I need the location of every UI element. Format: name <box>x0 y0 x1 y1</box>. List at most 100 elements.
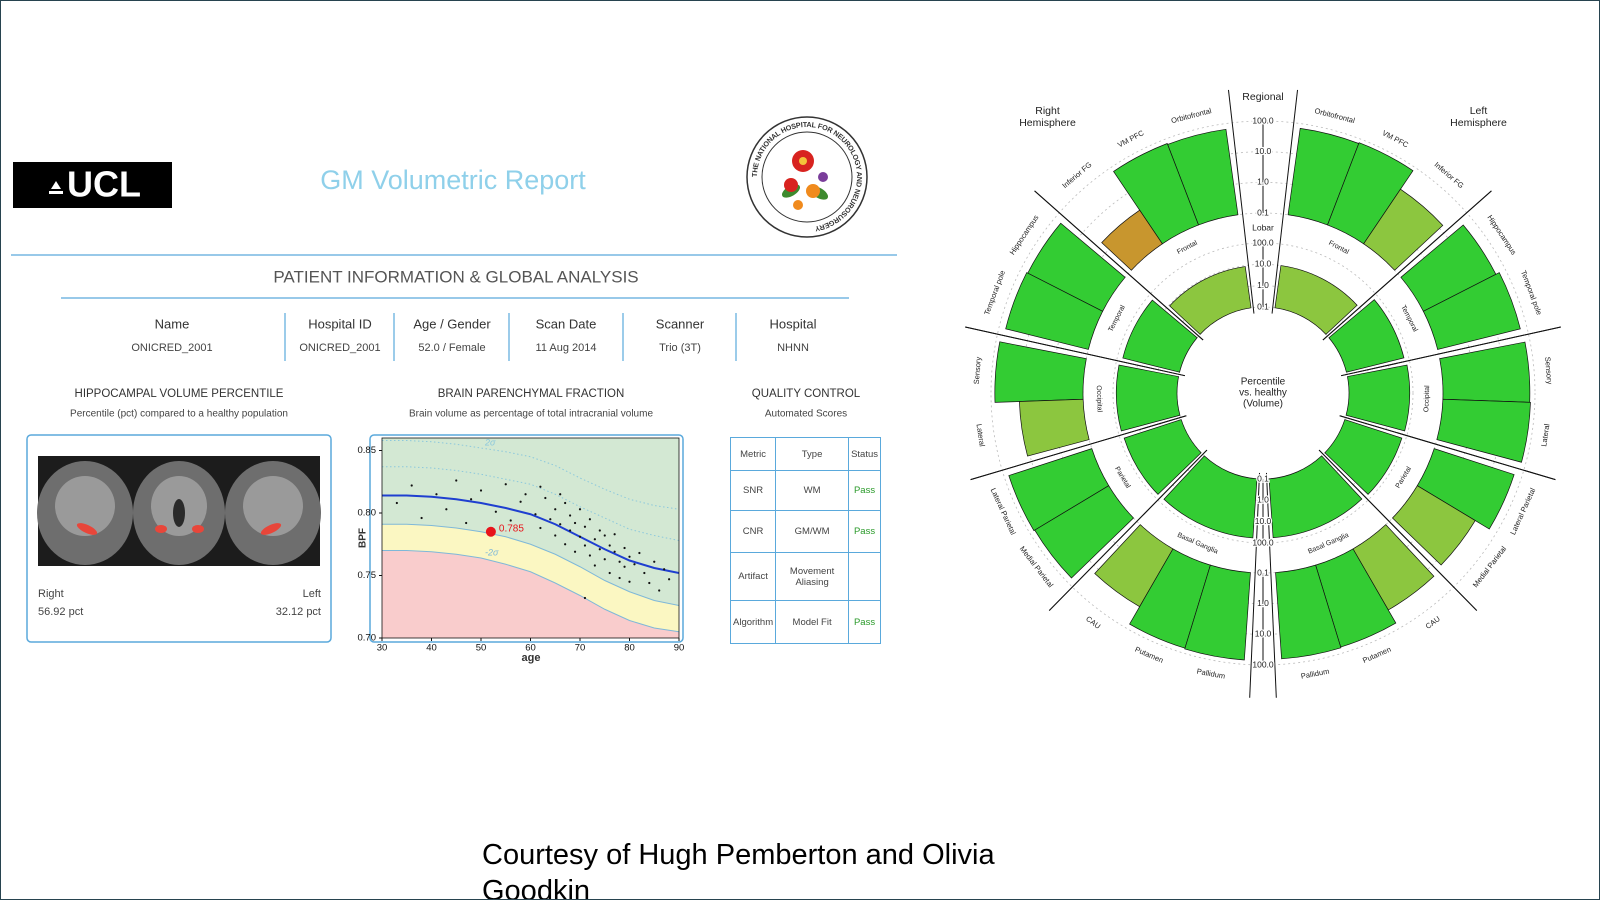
patient-field-value: ONICRED_2001 <box>131 342 212 354</box>
scatter-point <box>623 565 626 568</box>
radial-tick-label: 100.0 <box>1252 537 1274 547</box>
plot-layer: -2σ 2σ <box>382 438 679 638</box>
region-bar <box>1436 398 1531 463</box>
scatter-point <box>578 535 582 538</box>
scatter-point <box>564 501 567 505</box>
region-label: Putamen <box>1134 645 1165 665</box>
region-label: Lateral Parietal <box>1508 486 1537 536</box>
qc-metric: CNR <box>729 510 777 553</box>
lobe-bar <box>1345 364 1411 432</box>
section-title: PATIENT INFORMATION & GLOBAL ANALYSIS <box>273 267 638 286</box>
qc-row: CNR GM/WM Pass <box>729 510 881 553</box>
band-label: -2σ <box>485 547 499 557</box>
region-bar <box>1027 222 1126 312</box>
region-label: Inferior FG <box>1433 160 1466 190</box>
region-bar <box>1034 485 1135 579</box>
radial-tick-label: 100.0 <box>1252 115 1274 125</box>
lobe-label: Occipital <box>1095 385 1103 413</box>
qc-table: Metric Type Status SNR WM Pass CNR GM/WM Pass Art… <box>729 437 881 644</box>
scatter-point <box>544 496 547 500</box>
scatter-point <box>643 571 646 575</box>
logo-block <box>13 162 172 208</box>
lobe-divider <box>1271 89 1299 314</box>
x-tick-label: 70 <box>575 643 586 654</box>
qc-metric: Artifact <box>729 552 777 601</box>
hemisphere-label: Left <box>1470 105 1488 117</box>
x-axis-label: age <box>522 652 541 664</box>
qc-metric: Algorithm <box>729 600 777 644</box>
qc-header-row: Metric Type Status <box>729 437 881 471</box>
panel-subtitle: Percentile (pct) compared to a healthy p… <box>70 409 288 420</box>
region-bar <box>1008 448 1110 532</box>
scatter-point <box>569 514 572 517</box>
lobar-title: Lobar <box>1252 222 1274 232</box>
region-label: Orbitofrontal <box>1170 106 1213 125</box>
seal-flowers <box>781 150 829 210</box>
y-tick-label: 0.75 <box>358 570 377 581</box>
scatter-point <box>445 508 448 511</box>
qc-type: WM <box>775 470 850 511</box>
region-label: Putamen <box>1361 645 1392 665</box>
region-bar <box>1101 209 1163 271</box>
lobe-label: Parietal <box>1113 466 1131 490</box>
center-label: vs. healthy <box>1239 388 1287 399</box>
scatter-point <box>519 500 522 503</box>
patient-field-label: Name <box>155 316 190 331</box>
qc-type: GM/WM <box>775 510 850 553</box>
report-title: GM Volumetric Report <box>320 165 586 195</box>
panel-subtitle: Automated Scores <box>765 409 847 420</box>
scatter-point <box>395 501 398 505</box>
scatter-point <box>608 571 611 575</box>
qc-status: Pass <box>848 470 881 511</box>
scatter-point <box>638 551 641 555</box>
lobe-divider <box>1249 472 1261 698</box>
scatter-point <box>539 526 542 530</box>
scatter-point <box>653 560 656 563</box>
scatter-point <box>608 544 611 547</box>
qc-row: SNR WM Pass <box>729 470 881 511</box>
scatter-point <box>593 564 596 567</box>
scatter-point <box>420 516 423 520</box>
scatter-point <box>554 508 557 511</box>
scatter-point <box>588 554 592 557</box>
center-label: (Volume) <box>1243 399 1283 410</box>
lobe-divider <box>1265 472 1277 698</box>
logo-text: UCL <box>67 164 141 205</box>
region-label: Sensory <box>972 356 983 384</box>
lobe-divider <box>1339 415 1556 481</box>
panel-subtitle: Brain volume as percentage of total intr… <box>409 409 653 420</box>
footer-credit: Courtesy of Hugh Pemberton and Olivia Go… <box>482 839 995 900</box>
lobe-divider <box>1227 89 1255 314</box>
x-tick-label: 80 <box>624 643 635 654</box>
qc-row: Artifact Movement Aliasing <box>729 552 881 601</box>
region-bar <box>1094 524 1174 608</box>
regional-title: Regional <box>1242 91 1283 103</box>
radial-tick-label: 1.0 <box>1257 177 1269 187</box>
lobe-label: Frontal <box>1327 240 1350 256</box>
qc-header: Type <box>775 437 850 471</box>
patient-value-label: 0.785 <box>499 523 524 534</box>
region-bar <box>1167 128 1239 226</box>
region-label: Pallidum <box>1300 667 1330 681</box>
scatter-point <box>598 529 601 532</box>
scatter-point <box>479 489 483 492</box>
patient-point <box>485 526 496 537</box>
scatter-point <box>628 555 631 558</box>
scatter-point <box>410 484 413 487</box>
region-label: Lateral Parietal <box>989 487 1018 537</box>
radial-tick-label: 10.0 <box>1255 259 1272 269</box>
hippocampus-side-label: Left <box>303 588 321 600</box>
radial-tick-label: 0.1 <box>1257 301 1269 311</box>
scatter-point <box>573 550 577 553</box>
lobe-bar <box>1169 266 1252 335</box>
scatter-point <box>573 521 577 525</box>
scatter-point <box>658 589 661 592</box>
qc-type: Model Fit <box>775 600 850 644</box>
scatter-point <box>613 550 616 553</box>
lobe-bar <box>1324 419 1403 495</box>
hemisphere-label: Hemisphere <box>1450 117 1507 129</box>
lobe-label: Occipital <box>1423 385 1431 413</box>
scatter-point <box>588 518 592 521</box>
region-bar <box>1184 564 1251 661</box>
scatter-point <box>593 538 596 541</box>
